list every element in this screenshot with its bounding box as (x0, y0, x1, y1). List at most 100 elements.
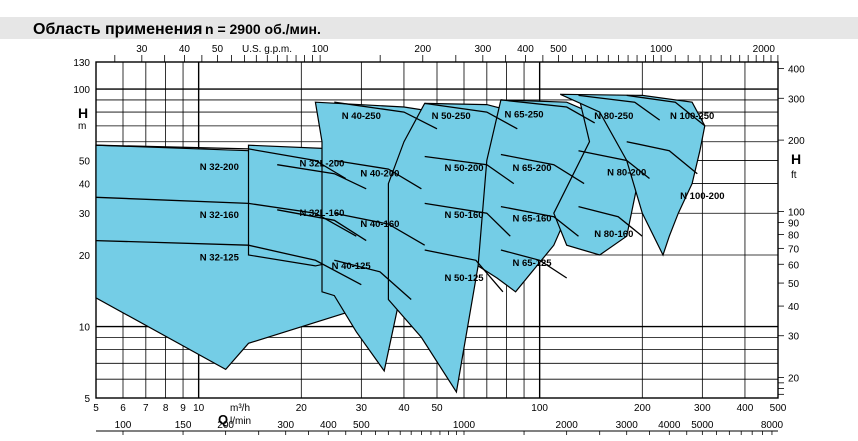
x-top-tick-label: 500 (550, 44, 567, 55)
curve-n65-250 (500, 99, 596, 124)
y-left-tick-label: 50 (79, 157, 91, 168)
curve-n32l-160 (277, 209, 367, 242)
chart-title: Область применения (33, 21, 202, 38)
x-tick-label-m3h: 100 (531, 403, 548, 414)
x-tick-label-lmin: 5000 (691, 420, 714, 431)
y-right-letter: H (791, 151, 801, 167)
x-tick-label-m3h: 300 (694, 403, 711, 414)
x-letter: Q (218, 412, 228, 427)
pump-model-label: N 40-250 (342, 111, 381, 122)
y-right-tick-label: 100 (788, 208, 805, 219)
curve-n80-200 (578, 150, 650, 180)
curve-n40-200 (334, 159, 422, 190)
curve-n80-160 (578, 205, 643, 237)
x-top-tick-label: 1000 (650, 44, 673, 55)
x-tick-label-m3h: 20 (296, 403, 308, 414)
x-tick-label-lmin: 1000 (453, 420, 476, 431)
pump-model-label: N 32L-200 (300, 159, 345, 170)
pump-curves (95, 94, 706, 300)
curve-n50-250 (424, 102, 518, 130)
curve-n32-125 (95, 239, 362, 286)
pump-model-label: N 65-200 (513, 163, 552, 174)
curve-n65-160 (500, 205, 579, 237)
chart-subtitle: n = 2900 об./мин. (205, 21, 321, 37)
pump-model-label: N 80-250 (594, 111, 633, 122)
pump-model-label: N 32-160 (200, 210, 239, 221)
x-tick-label-m3h: 5 (93, 403, 99, 414)
x-top-tick-label: 40 (179, 44, 191, 55)
y-right-tick-label: 300 (788, 94, 805, 105)
x-tick-label-m3h: 9 (180, 403, 186, 414)
x-tick-label-lmin: 8000 (761, 420, 784, 431)
curve-n65-125 (500, 249, 568, 279)
x-tick-label-lmin: 2000 (556, 420, 579, 431)
x-tick-label-lmin: 3000 (616, 420, 639, 431)
pump-model-label: N 100-200 (680, 191, 724, 202)
curve-n100-250 (626, 94, 706, 127)
x-tick-label-m3h: 50 (431, 403, 443, 414)
axis-ticks: 5 6 7 8 9 10 20 30 40 50 100 200 300 400 500 100 150 200 3… (73, 44, 805, 435)
pump-model-label: N 80-160 (594, 229, 633, 240)
y-right-tick-label: 20 (788, 374, 800, 385)
x-top-tick-label: 300 (474, 44, 491, 55)
x-tick-label-lmin: 150 (175, 420, 192, 431)
pump-model-label: N 80-200 (607, 168, 646, 179)
curve-n40-250 (334, 101, 438, 130)
y-left-tick-label: 10 (79, 323, 91, 334)
x-tick-label-m3h: 500 (770, 403, 787, 414)
curve-n32-160 (95, 196, 357, 237)
curve-n32-200 (95, 144, 347, 180)
x-top-unit: U.S. g.p.m. (242, 44, 292, 55)
curve-n32l-200 (277, 164, 367, 190)
pump-model-label: N 50-125 (444, 273, 484, 284)
title-bar (0, 17, 858, 39)
curve-n50-125 (424, 249, 504, 293)
x-top-tick-label: 30 (136, 44, 148, 55)
x-tick-label-lmin: 400 (320, 420, 337, 431)
pump-model-label: N 40-125 (332, 261, 372, 272)
y-left-tick-label: 130 (73, 58, 90, 69)
pump-model-label: N 32-200 (200, 162, 239, 173)
x-top-tick-label: 50 (212, 44, 224, 55)
y-left-tick-label: 30 (79, 209, 91, 220)
pump-model-label: N 65-250 (505, 110, 544, 121)
y-right-tick-label: 40 (788, 302, 800, 313)
pump-model-label: N 32-125 (200, 253, 240, 264)
pump-model-label: N 40-160 (360, 219, 399, 230)
curve-n40-125 (334, 259, 412, 300)
x-top-tick-label: 200 (414, 44, 431, 55)
curve-n80-250 (578, 94, 661, 121)
x-tick-label-m3h: 40 (398, 403, 410, 414)
y-right-tick-label: 30 (788, 332, 800, 343)
x-top-tick-label: 400 (517, 44, 534, 55)
x-tick-label-lmin: 200 (217, 420, 234, 431)
pump-model-label: N 65-125 (513, 258, 553, 269)
x-tick-label-m3h: 8 (163, 403, 169, 414)
curve-n40-160 (334, 212, 426, 246)
pump-model-label: N 65-160 (513, 214, 552, 225)
x-top-tick-label: 100 (312, 44, 329, 55)
x-tick-label-m3h: 10 (193, 403, 205, 414)
pump-model-label: N 32L-160 (300, 208, 345, 219)
x-tick-label-m3h: 200 (634, 403, 651, 414)
x-tick-label-m3h: 6 (120, 403, 126, 414)
x-unit-m3h: m³/h (230, 403, 250, 414)
y-left-tick-label: 20 (79, 251, 91, 262)
curve-n100-200 (626, 141, 698, 175)
y-left-letter: H (78, 105, 88, 121)
x-top-tick-label: 2000 (753, 44, 776, 55)
y-right-tick-label: 50 (788, 279, 800, 290)
x-tick-label-lmin: 300 (277, 420, 294, 431)
pump-model-label: N 50-160 (444, 210, 483, 221)
x-tick-label-m3h: 400 (737, 403, 754, 414)
x-tick-label-m3h: 30 (356, 403, 368, 414)
y-right-tick-label: 80 (788, 231, 800, 242)
pump-model-label: N 100-250 (670, 111, 714, 122)
y-left-unit: m (78, 121, 86, 132)
pump-regions (95, 93, 706, 394)
x-tick-label-m3h: 7 (143, 403, 149, 414)
y-right-tick-label: 200 (788, 136, 805, 147)
x-tick-label-lmin: 500 (353, 420, 370, 431)
y-right-unit: ft (791, 170, 797, 181)
